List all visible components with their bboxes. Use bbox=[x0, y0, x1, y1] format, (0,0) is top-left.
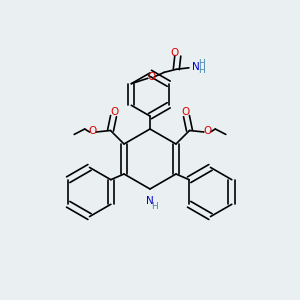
Text: O: O bbox=[171, 48, 179, 58]
Text: O: O bbox=[203, 126, 211, 136]
Text: N: N bbox=[193, 62, 200, 72]
Text: O: O bbox=[88, 126, 97, 136]
Text: H: H bbox=[199, 66, 205, 75]
Text: O: O bbox=[110, 106, 118, 117]
Text: N: N bbox=[146, 196, 154, 206]
Text: H: H bbox=[199, 58, 205, 68]
Text: H: H bbox=[152, 202, 158, 211]
Text: O: O bbox=[182, 106, 190, 117]
Text: O: O bbox=[147, 72, 155, 82]
